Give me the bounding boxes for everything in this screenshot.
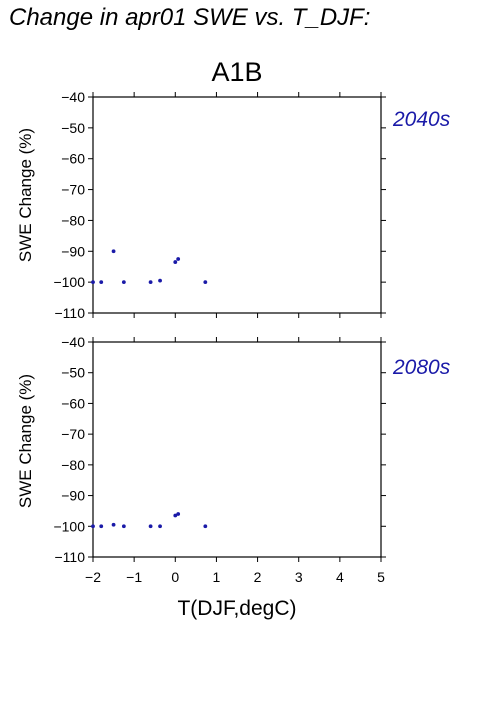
scenario-title: A1B — [211, 57, 262, 87]
y-tick-label: −60 — [61, 395, 85, 411]
x-tick-labels: −2 −1 0 1 2 3 4 5 — [85, 569, 385, 585]
y-tick-label: −90 — [61, 243, 85, 259]
data-point — [121, 280, 126, 285]
y-tick-label: −110 — [55, 305, 86, 321]
data-points — [91, 512, 208, 529]
panel-label: 2080s — [392, 356, 451, 379]
data-point — [173, 513, 178, 518]
data-point — [99, 524, 104, 529]
data-point — [91, 280, 95, 285]
y-axis-label: SWE Change (%) — [16, 128, 35, 262]
y-axis-ticks: −110 −100 −90 −80 −70 −60 −50 −40 — [53, 334, 386, 565]
data-point — [203, 524, 208, 529]
data-point — [111, 522, 116, 527]
y-tick-label: −90 — [61, 488, 85, 504]
data-point — [99, 280, 104, 285]
x-tick-label: −1 — [126, 569, 142, 585]
data-point — [111, 249, 116, 254]
x-tick-label: 0 — [171, 569, 179, 585]
data-point — [158, 278, 162, 283]
y-tick-label: −70 — [61, 426, 85, 442]
y-tick-label: −100 — [53, 274, 85, 290]
x-tick-label: 5 — [377, 569, 385, 585]
x-tick-label: −2 — [85, 569, 101, 585]
panel-label: 2040s — [392, 108, 451, 131]
data-point — [91, 524, 95, 529]
data-point — [203, 280, 208, 285]
y-tick-label: −110 — [55, 549, 86, 565]
y-tick-label: −50 — [61, 120, 85, 136]
y-tick-label: −60 — [61, 151, 85, 167]
x-axis-ticks — [92, 92, 382, 318]
plot-frame — [92, 96, 382, 314]
y-tick-label: −80 — [61, 212, 85, 228]
x-tick-label: 2 — [254, 569, 262, 585]
page-title: Change in apr01 SWE vs. T_DJF: — [9, 4, 371, 31]
data-point — [176, 257, 181, 261]
y-axis-label: SWE Change (%) — [16, 374, 35, 508]
data-points — [91, 249, 208, 285]
panel-2080s: −110 −100 −90 −80 −70 −60 −50 −40 SWE Change (%… — [16, 334, 451, 565]
y-tick-label: −40 — [61, 334, 85, 350]
x-tick-label: 3 — [295, 569, 303, 585]
data-point — [176, 512, 181, 516]
data-point — [121, 524, 126, 529]
y-tick-label: −40 — [61, 89, 85, 105]
x-tick-label: 4 — [336, 569, 344, 585]
y-tick-label: −70 — [61, 182, 85, 198]
x-axis-label: T(DJF,degC) — [177, 597, 296, 620]
y-tick-label: −80 — [61, 457, 85, 473]
y-tick-label: −50 — [61, 365, 85, 381]
plot-frame — [92, 341, 382, 558]
x-tick-label: 1 — [213, 569, 221, 585]
y-axis-ticks: −110 −100 −90 −80 −70 −60 −50 −40 — [53, 89, 386, 321]
panel-2040s: −110 −100 −90 −80 −70 −60 −50 −40 SWE Change (%… — [16, 89, 451, 321]
data-point — [158, 524, 162, 529]
data-point — [173, 260, 178, 264]
data-point — [148, 280, 153, 285]
x-axis-ticks — [92, 337, 382, 562]
data-point — [148, 524, 153, 529]
y-tick-label: −100 — [53, 518, 85, 534]
